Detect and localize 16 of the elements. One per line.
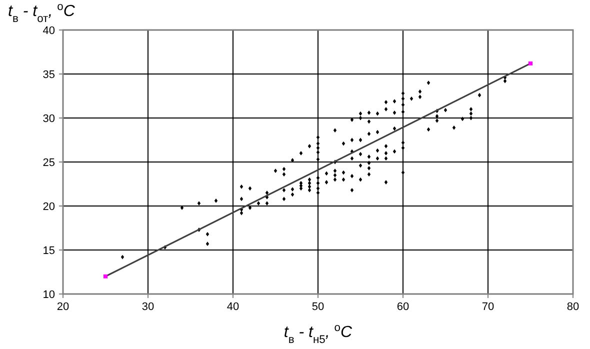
x-tick-label: 30 xyxy=(142,301,154,313)
x-tick-label: 70 xyxy=(482,301,494,313)
x-tick-label: 20 xyxy=(56,301,70,313)
y-tick-label: 25 xyxy=(42,157,55,169)
y-tick-label: 35 xyxy=(42,69,55,81)
x-tick-label: 80 xyxy=(566,301,580,313)
x-tick-label: 60 xyxy=(396,301,410,313)
y-tick-label: 30 xyxy=(42,113,55,125)
x-tick-label: 40 xyxy=(226,301,240,313)
y-tick-label: 10 xyxy=(42,289,55,301)
x-axis-title: t$_{в}$ - t$_{н5}$, $^{o}$C xyxy=(284,322,353,346)
x-tick-label: 50 xyxy=(312,301,324,313)
y-axis-title: t$_{в}$ - t$_{от}$, $^{o}$C xyxy=(8,1,76,25)
y-tick-label: 20 xyxy=(42,201,55,213)
y-tick-label: 15 xyxy=(42,245,55,257)
y-tick-label: 40 xyxy=(42,25,55,37)
